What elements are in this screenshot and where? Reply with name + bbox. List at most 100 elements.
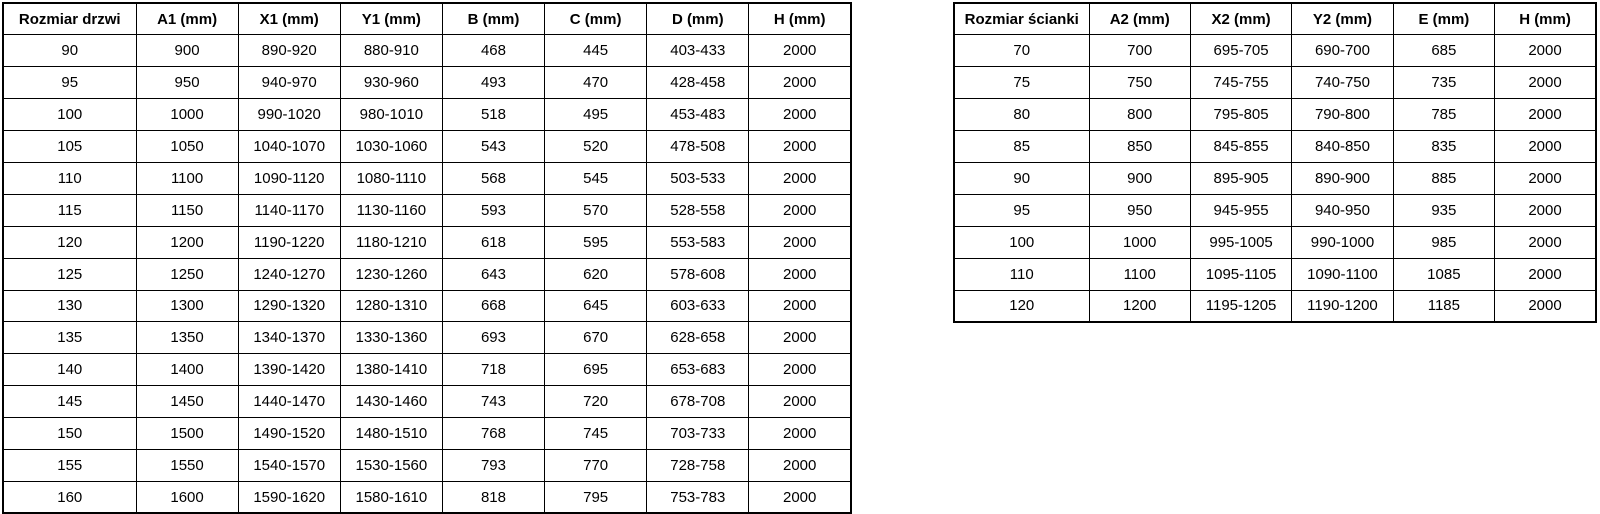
table-row: 120 1200 1195-1205 1190-1200 1185 2000 [953,289,1597,323]
table-cell: 890-900 [1291,161,1394,195]
table-cell: 678-708 [646,385,750,419]
table-row: 140 1400 1390-1420 1380-1410 718 695 653-683 20… [2,353,852,387]
table-cell: 785 [1392,98,1496,132]
table-cell: 578-608 [646,257,750,291]
table-cell: 695-705 [1189,34,1293,68]
table-row: 125 1250 1240-1270 1230-1260 643 620 578-608 20… [2,257,852,291]
table-cell: 2000 [1494,289,1597,323]
table-cell: 690-700 [1291,34,1394,68]
table-cell: 125 [2,257,137,291]
table-cell: 2000 [748,385,852,419]
table-cell: 1090-1120 [237,161,341,195]
table-cell: 985 [1392,225,1496,259]
table-cell: 1100 [135,161,239,195]
column-header: H (mm) [1494,2,1597,36]
table-cell: 553-583 [646,225,750,259]
table-cell: 885 [1392,161,1496,195]
table-cell: 1100 [1088,257,1191,291]
header-row: Rozmiar drzwi A1 (mm) X1 (mm) Y1 (mm) B (mm)… [2,2,852,36]
table-cell: 840-850 [1291,130,1394,163]
table-cell: 2000 [1494,130,1597,163]
table-cell: 900 [135,34,239,68]
table-row: 90 900 895-905 890-900 885 2000 [953,161,1597,195]
table-cell: 750 [1088,66,1191,100]
table-cell: 160 [2,480,137,514]
table-cell: 2000 [748,98,852,132]
table-cell: 743 [441,385,546,419]
table-row: 90 900 890-920 880-910 468 445 403-433 2000 [2,34,852,68]
table-cell: 1430-1460 [339,385,443,419]
table-cell: 90 [2,34,137,68]
table-cell: 570 [544,193,648,227]
table-cell: 890-920 [237,34,341,68]
table-cell: 718 [441,353,546,387]
table-cell: 1085 [1392,257,1496,291]
table-cell: 845-855 [1189,130,1293,163]
table-row: 145 1450 1440-1470 1430-1460 743 720 678-708 20… [2,385,852,419]
table-row: 110 1100 1090-1120 1080-1110 568 545 503-533 20… [2,161,852,195]
table-cell: 768 [441,417,546,450]
table-cell: 595 [544,225,648,259]
table-cell: 2000 [748,289,852,323]
table-cell: 628-658 [646,321,750,355]
table-cell: 150 [2,417,137,450]
table-cell: 1250 [135,257,239,291]
table-row: 135 1350 1340-1370 1330-1360 693 670 628-658 20… [2,321,852,355]
table-cell: 470 [544,66,648,100]
table-cell: 2000 [748,193,852,227]
table-cell: 1140-1170 [237,193,341,227]
column-header: C (mm) [544,2,648,36]
column-header: A1 (mm) [135,2,239,36]
table-cell: 1600 [135,480,239,514]
table-cell: 1000 [135,98,239,132]
wall-panel-sizes-table: Rozmiar ścianki A2 (mm) X2 (mm) Y2 (mm) E (m… [953,2,1597,323]
table-cell: 403-433 [646,34,750,68]
table-row: 115 1150 1140-1170 1130-1160 593 570 528-558 20… [2,193,852,227]
table-cell: 1500 [135,417,239,450]
table-cell: 110 [953,257,1090,291]
table-cell: 880-910 [339,34,443,68]
table-cell: 80 [953,98,1090,132]
table-cell: 2000 [748,66,852,100]
table-cell: 1090-1100 [1291,257,1394,291]
table-cell: 1095-1105 [1189,257,1293,291]
table-cell: 75 [953,66,1090,100]
table-cell: 643 [441,257,546,291]
table-row: 95 950 945-955 940-950 935 2000 [953,193,1597,227]
column-header: Y2 (mm) [1291,2,1394,36]
table-cell: 90 [953,161,1090,195]
table-cell: 1450 [135,385,239,419]
table-row: 85 850 845-855 840-850 835 2000 [953,130,1597,163]
table-cell: 1180-1210 [339,225,443,259]
table-cell: 940-970 [237,66,341,100]
table-cell: 745-755 [1189,66,1293,100]
table-row: 80 800 795-805 790-800 785 2000 [953,98,1597,132]
table-cell: 930-960 [339,66,443,100]
table-cell: 545 [544,161,648,195]
door-sizes-table: Rozmiar drzwi A1 (mm) X1 (mm) Y1 (mm) B (mm)… [2,2,852,514]
table-cell: 990-1020 [237,98,341,132]
table-cell: 668 [441,289,546,323]
table-cell: 493 [441,66,546,100]
column-header: B (mm) [441,2,546,36]
table-cell: 693 [441,321,546,355]
table-cell: 1540-1570 [237,448,341,482]
table-cell: 445 [544,34,648,68]
table-cell: 995-1005 [1189,225,1293,259]
table-cell: 645 [544,289,648,323]
table-cell: 1400 [135,353,239,387]
table-cell: 653-683 [646,353,750,387]
table-cell: 895-905 [1189,161,1293,195]
table-cell: 2000 [1494,98,1597,132]
column-header: H (mm) [748,2,852,36]
table-cell: 2000 [1494,161,1597,195]
table-cell: 685 [1392,34,1496,68]
table-cell: 980-1010 [339,98,443,132]
table-row: 75 750 745-755 740-750 735 2000 [953,66,1597,100]
table-row: 70 700 695-705 690-700 685 2000 [953,34,1597,68]
table-cell: 735 [1392,66,1496,100]
table-cell: 2000 [1494,193,1597,227]
header-row: Rozmiar ścianki A2 (mm) X2 (mm) Y2 (mm) E (m… [953,2,1597,36]
table-cell: 940-950 [1291,193,1394,227]
table-cell: 950 [1088,193,1191,227]
